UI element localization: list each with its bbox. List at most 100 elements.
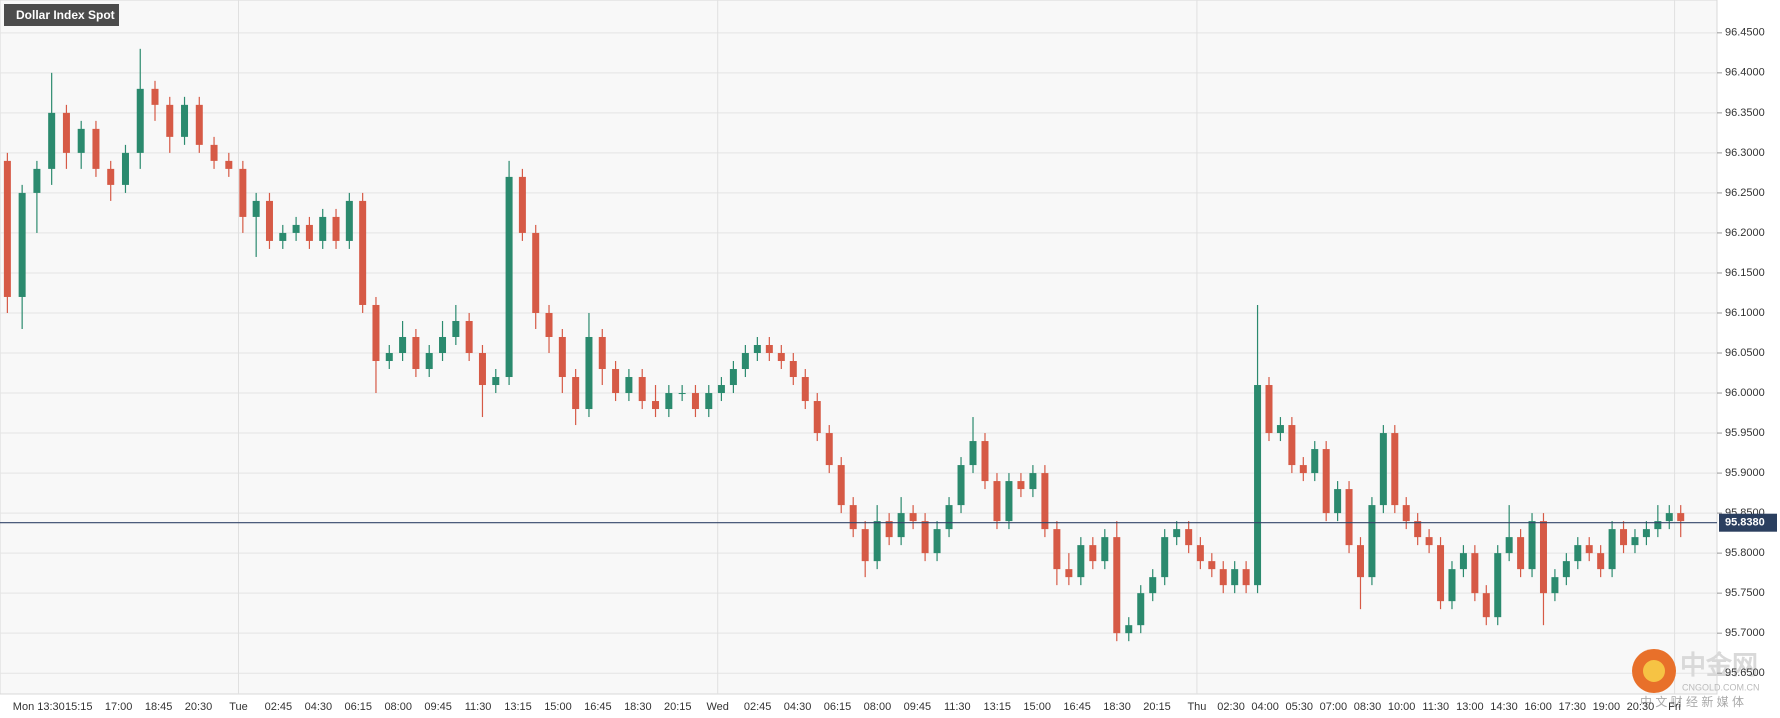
candle-body xyxy=(1631,537,1639,546)
candle-body xyxy=(1665,513,1673,522)
x-tick-label: 02:30 xyxy=(1217,701,1245,713)
candle-body xyxy=(225,160,233,169)
candle-body xyxy=(1196,545,1204,562)
candle-body xyxy=(1677,513,1685,522)
candle-body xyxy=(107,168,115,185)
candle-body xyxy=(909,513,917,522)
candle-body xyxy=(1219,569,1227,586)
y-tick-label: 95.9000 xyxy=(1725,467,1765,479)
candle-body xyxy=(1053,529,1061,570)
candle-body xyxy=(691,393,699,410)
candle-body xyxy=(993,481,1001,522)
y-tick-label: 95.6500 xyxy=(1725,667,1765,679)
candle-body xyxy=(789,361,797,378)
candle-body xyxy=(777,353,785,362)
candle-body xyxy=(265,200,273,241)
candle-body xyxy=(239,168,247,217)
candle-body xyxy=(1005,481,1013,522)
candle-body xyxy=(1494,553,1502,618)
y-tick-label: 96.2500 xyxy=(1725,187,1765,199)
candle-body xyxy=(1242,569,1250,586)
x-tick-label: 02:45 xyxy=(265,701,293,713)
x-tick-label: 20:30 xyxy=(1627,701,1655,713)
candle-body xyxy=(945,505,953,530)
candle-body xyxy=(1173,529,1181,538)
x-tick-label: 04:30 xyxy=(784,701,812,713)
candle-body xyxy=(121,152,129,185)
candle-body xyxy=(1391,433,1399,506)
candle-body xyxy=(598,336,606,370)
candle-body xyxy=(1041,473,1049,530)
candle-body xyxy=(452,320,460,337)
candle-body xyxy=(1017,481,1025,490)
x-tick-label: 13:15 xyxy=(983,701,1011,713)
x-tick-label: Tue xyxy=(229,701,248,713)
candle-body xyxy=(1425,537,1433,546)
x-tick-label: 18:30 xyxy=(624,701,652,713)
candle-body xyxy=(166,104,174,137)
candle-body xyxy=(3,160,11,297)
last-price-box xyxy=(1719,513,1777,532)
x-tick-label: 05:30 xyxy=(1286,701,1314,713)
candle-body xyxy=(1517,537,1525,570)
candle-body xyxy=(638,377,646,402)
candle-body xyxy=(558,336,566,378)
candle-body xyxy=(195,104,203,145)
x-tick-label: 20:15 xyxy=(1143,701,1171,713)
candle-body xyxy=(1585,545,1593,554)
candle-body xyxy=(897,513,905,538)
x-tick-label: 16:45 xyxy=(584,701,612,713)
candle-body xyxy=(741,353,749,370)
candle-body xyxy=(1254,385,1262,586)
candle-body xyxy=(412,336,420,370)
x-tick-label: 13:00 xyxy=(1456,701,1484,713)
candle-body xyxy=(465,320,473,354)
candle-body xyxy=(1597,553,1605,570)
candle-body xyxy=(1077,545,1085,578)
candle-body xyxy=(1311,449,1319,474)
logo-inner xyxy=(1643,660,1665,682)
chart-title: Dollar Index Spot xyxy=(16,8,115,22)
candle-body xyxy=(1101,537,1109,562)
candle-body xyxy=(372,304,380,362)
candle-body xyxy=(933,529,941,554)
candle-body xyxy=(1149,577,1157,594)
candle-body xyxy=(1356,545,1364,578)
candle-body xyxy=(801,377,809,402)
candle-body xyxy=(921,521,929,554)
candle-body xyxy=(279,232,287,241)
candle-body xyxy=(425,353,433,370)
candle-body xyxy=(969,441,977,466)
y-tick-label: 96.0000 xyxy=(1725,387,1765,399)
plot-area xyxy=(0,0,1718,695)
x-tick-label: Fri xyxy=(1668,701,1681,713)
y-tick-label: 96.3000 xyxy=(1725,147,1765,159)
candle-body xyxy=(885,521,893,538)
candle-body xyxy=(1334,489,1342,514)
candle-body xyxy=(572,377,580,410)
candle-body xyxy=(1089,545,1097,562)
candle-body xyxy=(385,353,393,362)
candle-body xyxy=(1459,553,1467,570)
x-tick-label: 17:30 xyxy=(1558,701,1586,713)
candle-body xyxy=(1620,529,1628,546)
x-tick-label: 04:00 xyxy=(1251,701,1279,713)
candle-body xyxy=(1288,425,1296,466)
candle-body xyxy=(813,401,821,434)
x-tick-label: 16:00 xyxy=(1524,701,1552,713)
candle-body xyxy=(181,104,189,137)
candle-body xyxy=(753,344,761,354)
candle-body xyxy=(612,369,620,394)
candle-body xyxy=(359,200,367,305)
x-tick-label: 10:00 xyxy=(1388,701,1416,713)
candle-body xyxy=(1208,561,1216,570)
candle-body xyxy=(1505,537,1513,554)
candle-body xyxy=(1125,625,1133,634)
x-tick-label: 18:45 xyxy=(145,701,173,713)
candle-body xyxy=(252,200,260,217)
y-tick-label: 95.7500 xyxy=(1725,587,1765,599)
candle-body xyxy=(1161,537,1169,578)
y-tick-label: 96.1500 xyxy=(1725,267,1765,279)
candle-body xyxy=(585,336,593,410)
